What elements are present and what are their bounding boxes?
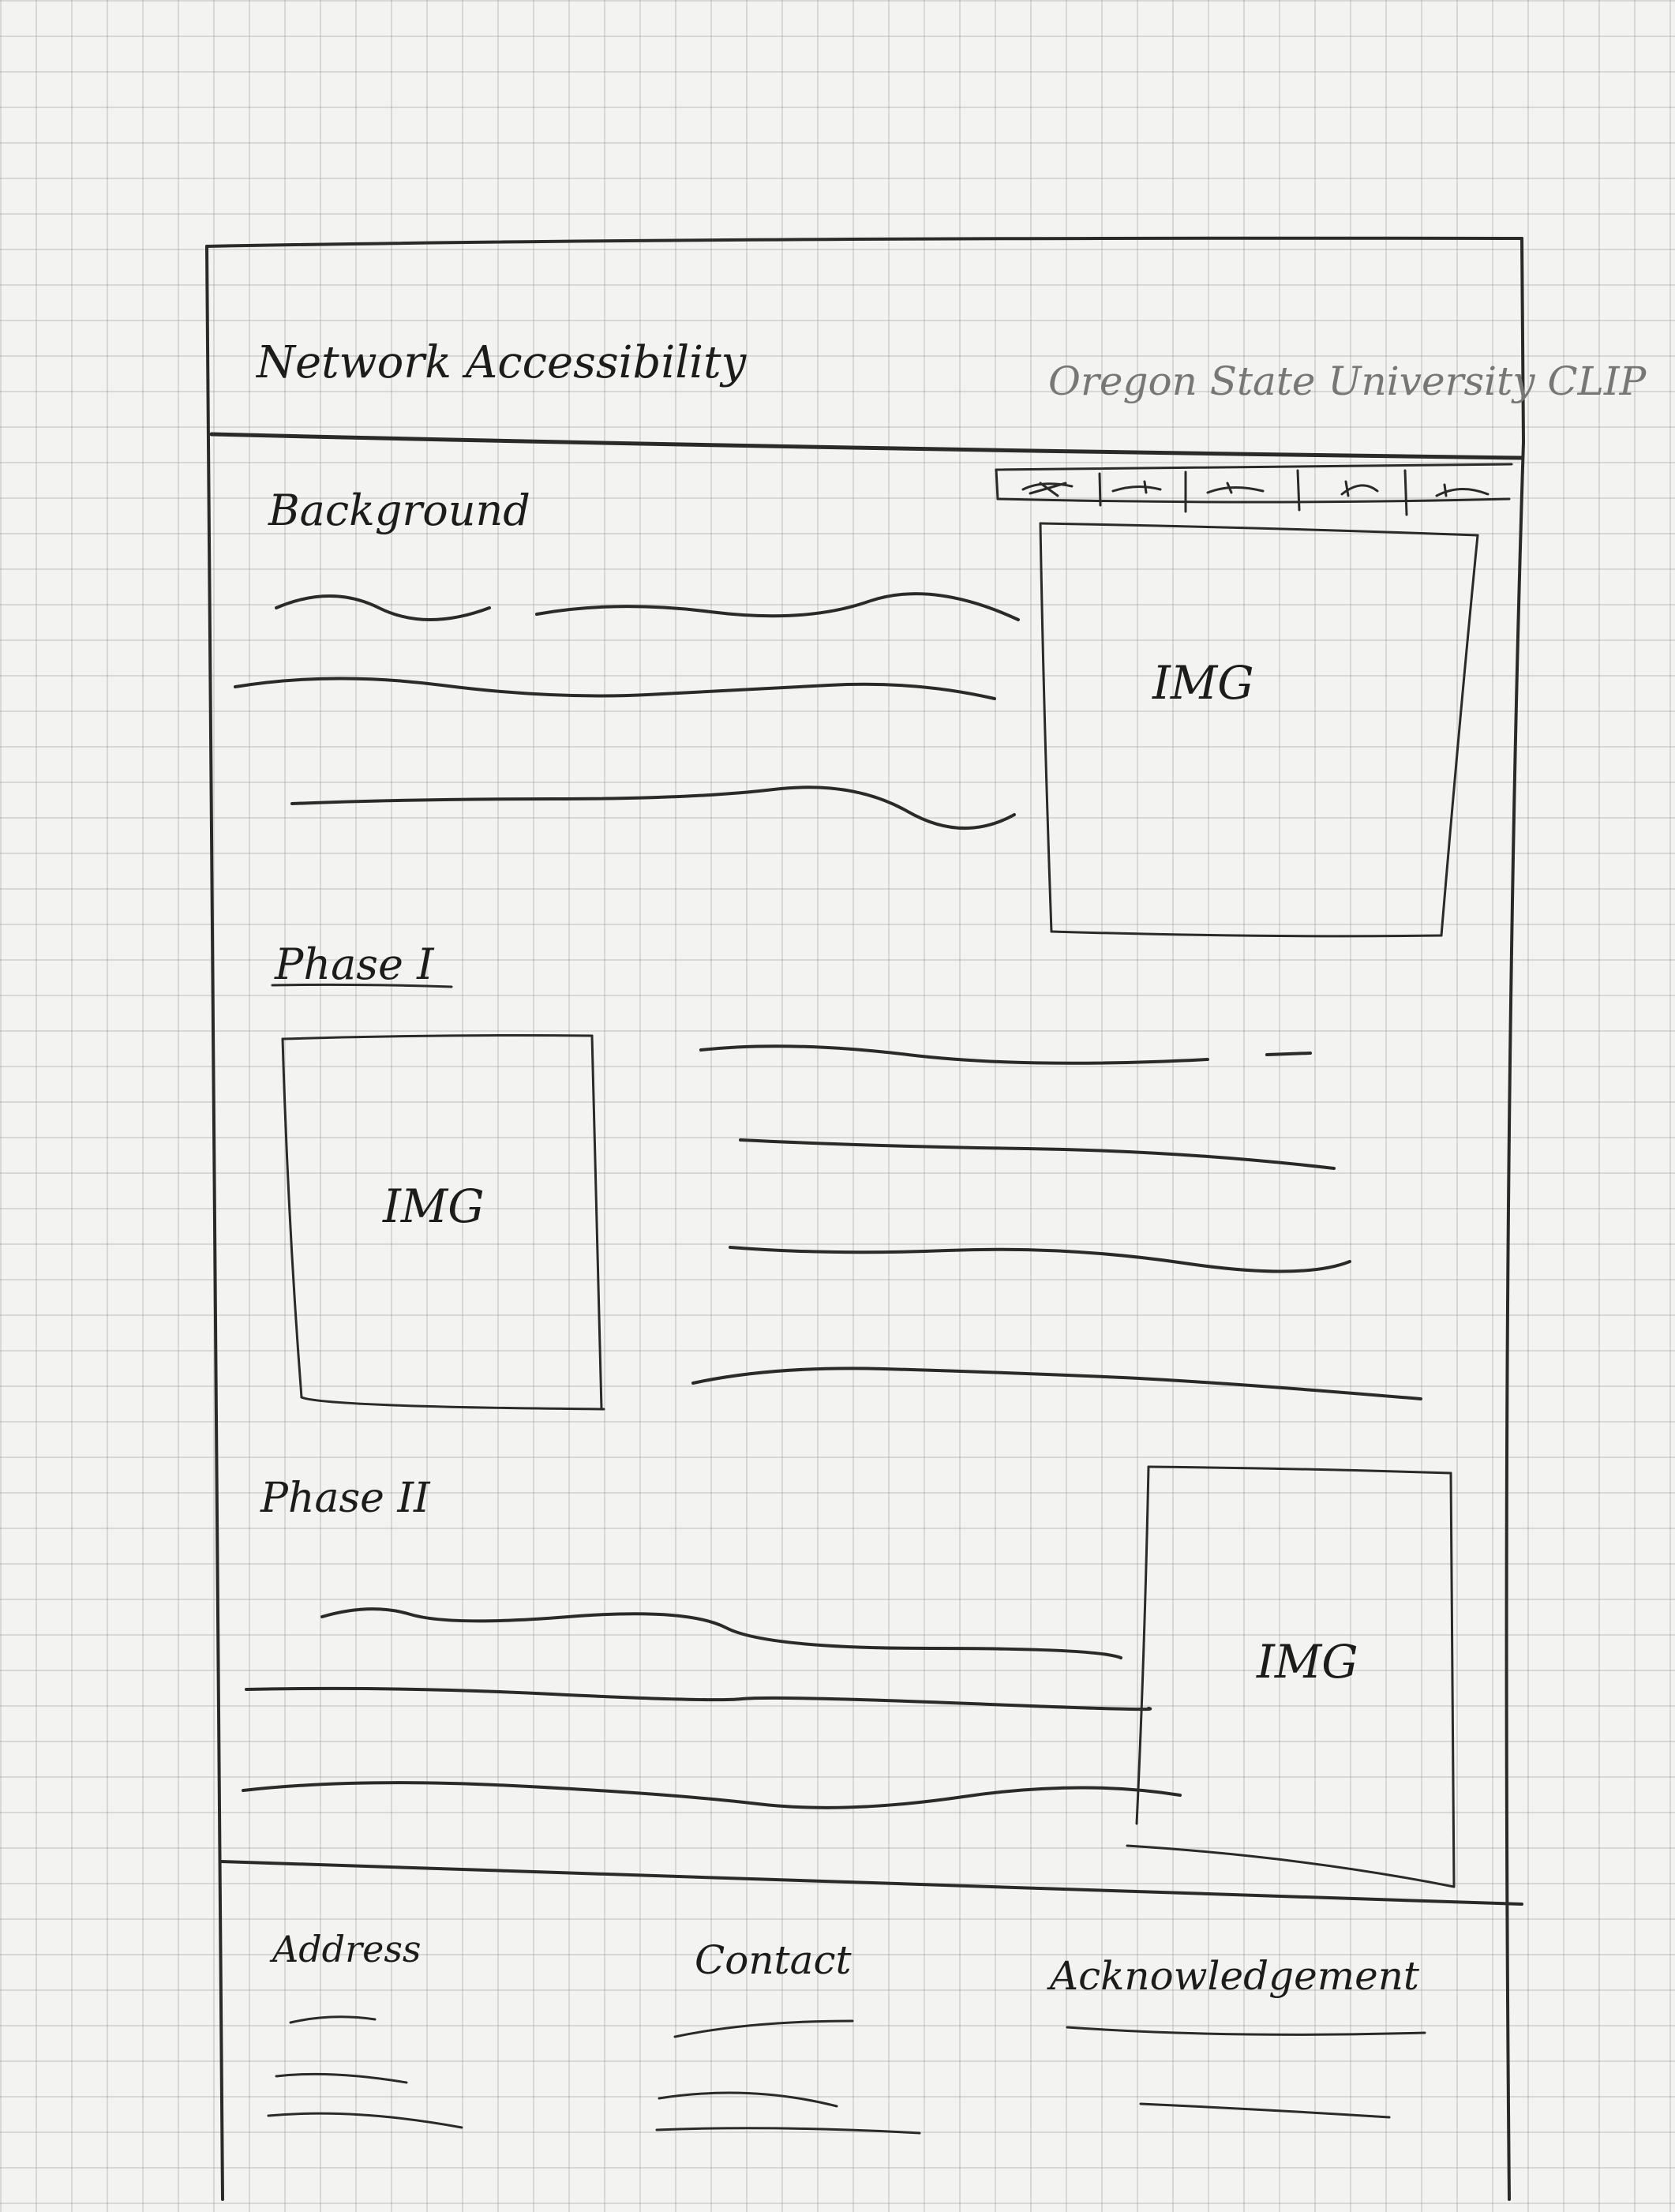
- nav-tab-2[interactable]: [1111, 480, 1162, 494]
- footer-acknowledgement-heading: Acknowledgement: [1047, 1953, 1420, 1999]
- nav-tab-3[interactable]: [1206, 482, 1265, 494]
- background-text-line-2: [234, 677, 996, 700]
- background-heading: Background: [268, 486, 530, 535]
- phase1-text-line-2: [739, 1138, 1336, 1170]
- footer-address-line-1: [289, 2015, 377, 2024]
- nav-tab-1[interactable]: [1021, 482, 1074, 497]
- site-title: Network Accessibility: [255, 337, 748, 388]
- background-text-line-3: [290, 785, 1016, 830]
- footer: Address Contact Acknowledgement: [219, 1860, 1523, 2135]
- nav-tabs: [995, 463, 1513, 516]
- footer-contact-line-1: [673, 2019, 854, 2038]
- phase2-image-label: IMG: [1256, 1635, 1358, 1689]
- background-image-label: IMG: [1152, 656, 1254, 710]
- phase1-text-line-1: [699, 1044, 1312, 1065]
- footer-address-line-2: [275, 2072, 408, 2084]
- nav-tab-4[interactable]: [1340, 480, 1379, 497]
- university-brand: Oregon State University CLIP: [1048, 358, 1647, 404]
- phase1-section: Phase I IMG: [271, 939, 1422, 1411]
- footer-contact-heading: Contact: [695, 1937, 852, 1983]
- phase1-text-line-4: [691, 1367, 1422, 1400]
- footer-address-line-3: [267, 2112, 463, 2129]
- phase2-text-line-2: [245, 1686, 1152, 1711]
- phase2-text-line-1: [320, 1607, 1122, 1659]
- header-bar: Network Accessibility Oregon State Unive…: [209, 337, 1647, 460]
- background-text-line-1: [275, 592, 1020, 621]
- phase2-section: Phase II IMG: [242, 1465, 1456, 1888]
- footer-ack-line-2: [1139, 2102, 1391, 2119]
- footer-contact-line-3: [655, 2127, 921, 2135]
- footer-contact-line-2: [658, 2091, 838, 2108]
- phase2-image-placeholder: IMG: [1126, 1465, 1456, 1888]
- phase1-text-line-3: [729, 1246, 1351, 1273]
- footer-address-heading: Address: [269, 1928, 422, 1970]
- phase1-image-placeholder: IMG: [281, 1034, 605, 1411]
- phase2-heading: Phase II: [260, 1475, 431, 1522]
- phase1-heading: Phase I: [274, 939, 435, 989]
- page-frame: [205, 236, 1525, 2201]
- nav-tab-5[interactable]: [1435, 483, 1490, 497]
- phase2-text-line-3: [242, 1781, 1182, 1809]
- background-image-placeholder: IMG: [1039, 522, 1479, 938]
- background-section: Background IMG: [234, 486, 1479, 938]
- phase1-image-label: IMG: [382, 1179, 485, 1233]
- footer-ack-line-1: [1066, 2026, 1426, 2036]
